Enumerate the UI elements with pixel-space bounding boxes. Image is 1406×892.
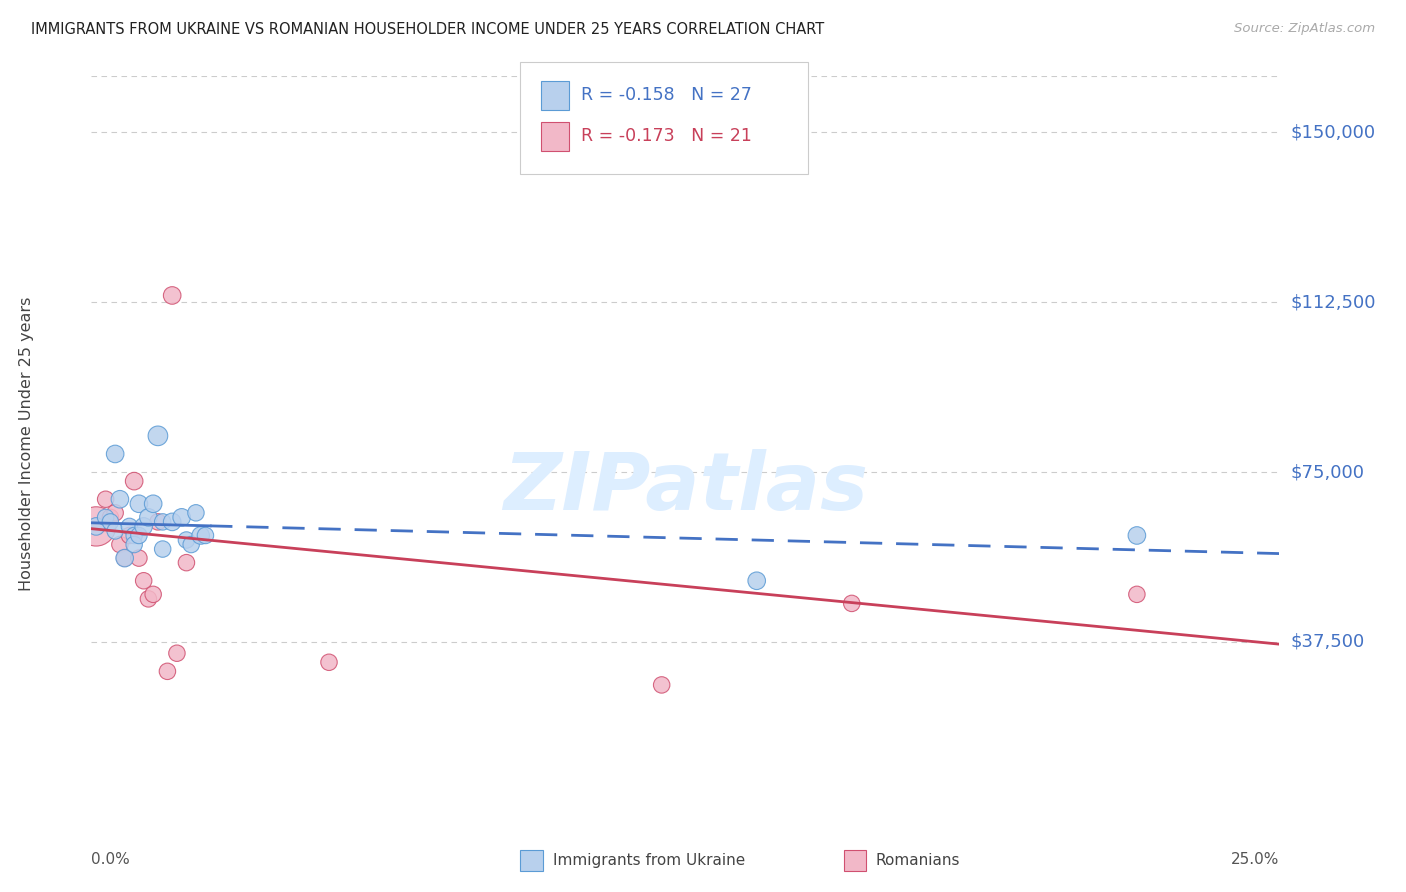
Point bbox=[166, 646, 188, 660]
Point bbox=[180, 537, 202, 551]
Point bbox=[122, 537, 145, 551]
Point bbox=[118, 519, 141, 533]
Point bbox=[128, 551, 150, 566]
Point bbox=[156, 665, 179, 679]
Text: Immigrants from Ukraine: Immigrants from Ukraine bbox=[553, 854, 745, 868]
Point bbox=[1126, 528, 1149, 542]
Point bbox=[100, 515, 122, 529]
Point bbox=[114, 551, 136, 566]
Point bbox=[194, 528, 217, 542]
Text: $37,500: $37,500 bbox=[1291, 633, 1365, 651]
Point bbox=[142, 497, 165, 511]
Point bbox=[152, 542, 174, 557]
Text: 25.0%: 25.0% bbox=[1232, 852, 1279, 867]
Point bbox=[108, 537, 131, 551]
Point bbox=[1126, 587, 1149, 601]
Point bbox=[118, 528, 141, 542]
Text: $150,000: $150,000 bbox=[1291, 123, 1375, 142]
Text: ZIPatlas: ZIPatlas bbox=[503, 449, 868, 527]
Point bbox=[84, 519, 107, 533]
Text: R = -0.158   N = 27: R = -0.158 N = 27 bbox=[581, 87, 752, 104]
Point bbox=[132, 574, 155, 588]
Point bbox=[104, 524, 127, 538]
Point bbox=[745, 574, 768, 588]
Text: $112,500: $112,500 bbox=[1291, 293, 1376, 311]
Text: Householder Income Under 25 years: Householder Income Under 25 years bbox=[18, 296, 34, 591]
Point bbox=[651, 678, 673, 692]
Point bbox=[104, 447, 127, 461]
Point bbox=[146, 429, 169, 443]
Point bbox=[318, 655, 340, 669]
Point bbox=[138, 591, 160, 606]
Point bbox=[122, 474, 145, 488]
Point bbox=[114, 551, 136, 566]
Point bbox=[138, 510, 160, 524]
Text: $75,000: $75,000 bbox=[1291, 463, 1365, 481]
Point bbox=[176, 533, 198, 547]
Point bbox=[841, 596, 863, 610]
Point bbox=[184, 506, 207, 520]
Point bbox=[132, 519, 155, 533]
Text: Romanians: Romanians bbox=[876, 854, 960, 868]
Point bbox=[104, 506, 127, 520]
Point bbox=[94, 492, 117, 507]
Point bbox=[128, 528, 150, 542]
Text: 0.0%: 0.0% bbox=[91, 852, 131, 867]
Point bbox=[152, 515, 174, 529]
Point bbox=[94, 510, 117, 524]
Point bbox=[170, 510, 193, 524]
Point bbox=[108, 492, 131, 507]
Point bbox=[142, 587, 165, 601]
Point bbox=[160, 288, 183, 302]
Point bbox=[122, 528, 145, 542]
Point bbox=[190, 528, 212, 542]
Point bbox=[84, 519, 107, 533]
Text: Source: ZipAtlas.com: Source: ZipAtlas.com bbox=[1234, 22, 1375, 36]
Point bbox=[160, 515, 183, 529]
Text: R = -0.173   N = 21: R = -0.173 N = 21 bbox=[581, 128, 752, 145]
Point bbox=[176, 556, 198, 570]
Point bbox=[128, 497, 150, 511]
Point bbox=[100, 510, 122, 524]
Point bbox=[146, 515, 169, 529]
Text: IMMIGRANTS FROM UKRAINE VS ROMANIAN HOUSEHOLDER INCOME UNDER 25 YEARS CORRELATIO: IMMIGRANTS FROM UKRAINE VS ROMANIAN HOUS… bbox=[31, 22, 824, 37]
